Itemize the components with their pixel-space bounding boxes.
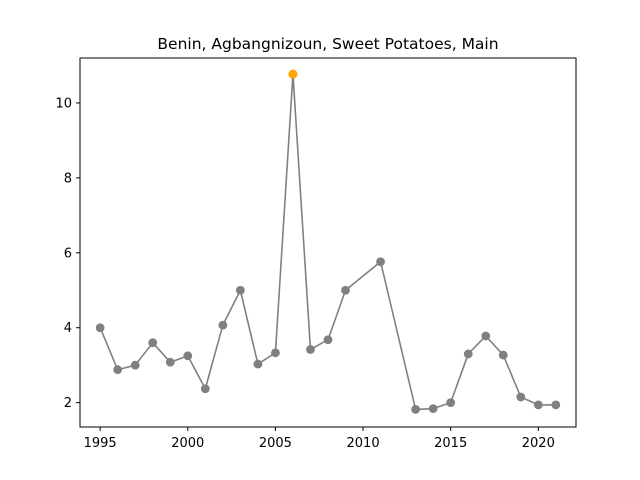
series-layer (95, 69, 561, 414)
chart-title: Benin, Agbangnizoun, Sweet Potatoes, Mai… (157, 35, 498, 53)
data-point (183, 351, 193, 361)
data-point (533, 400, 543, 410)
data-point (271, 348, 280, 358)
data-point (446, 398, 456, 408)
data-point (463, 349, 473, 359)
y-tick-label: 4 (64, 321, 72, 336)
y-tick-label: 2 (64, 396, 72, 411)
plot-area-frame (79, 57, 577, 428)
data-point (95, 323, 105, 333)
data-point (341, 285, 350, 295)
data-point (113, 365, 123, 375)
data-point (306, 345, 315, 354)
data-point (165, 357, 175, 367)
y-axis: 2 4 6 8 10 (55, 96, 80, 411)
data-point (148, 338, 158, 348)
data-point (200, 384, 210, 394)
x-tick-label: 2015 (434, 436, 467, 451)
x-tick-label: 2000 (171, 436, 204, 451)
highlighted-data-point (288, 69, 298, 79)
x-tick-label: 1995 (84, 436, 117, 451)
x-axis: 1995 2000 2005 2010 2015 2020 (84, 427, 555, 451)
data-point (235, 285, 245, 295)
y-tick-label: 6 (64, 246, 72, 261)
data-point (481, 331, 491, 341)
data-point (376, 257, 385, 267)
y-tick-label: 8 (64, 171, 72, 186)
data-point (130, 360, 140, 370)
data-point (323, 335, 333, 345)
data-point (551, 400, 561, 410)
data-point (411, 404, 421, 414)
x-tick-label: 2010 (347, 436, 380, 451)
data-point (516, 392, 526, 402)
x-tick-label: 2020 (522, 436, 555, 451)
data-point (218, 320, 228, 330)
data-point (498, 350, 508, 360)
x-tick-label: 2005 (259, 436, 292, 451)
y-tick-label: 10 (55, 96, 72, 111)
data-point (428, 404, 438, 414)
data-point (253, 359, 263, 369)
